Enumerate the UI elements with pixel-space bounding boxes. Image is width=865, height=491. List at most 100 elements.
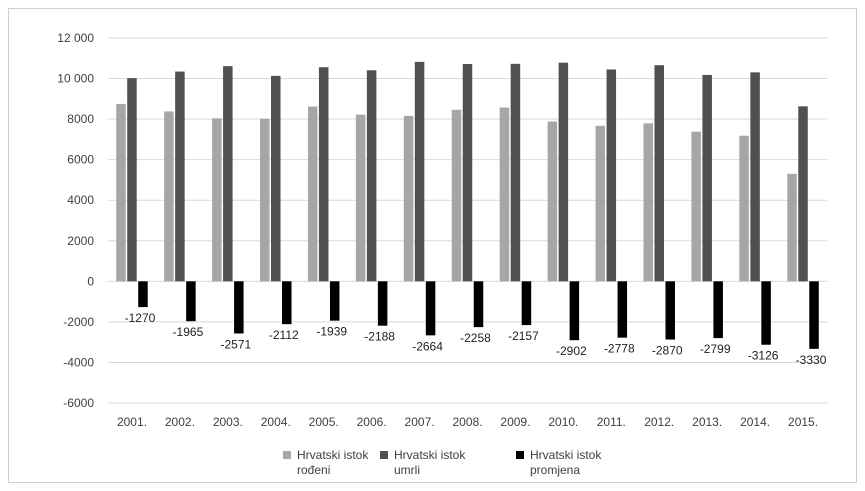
legend-label: rođeni xyxy=(297,463,330,477)
data-label: -3126 xyxy=(748,349,779,363)
x-tick-label: 2015. xyxy=(788,415,818,429)
bar xyxy=(750,72,760,282)
bar xyxy=(691,131,701,282)
bar xyxy=(260,118,270,282)
legend-label: umrli xyxy=(394,463,420,477)
bar xyxy=(787,173,797,282)
y-tick-label: 12 000 xyxy=(57,31,94,45)
y-tick-label: 0 xyxy=(87,274,94,288)
bar xyxy=(186,281,196,322)
bar xyxy=(606,69,617,282)
bar xyxy=(521,281,532,326)
data-label: -2188 xyxy=(364,330,395,344)
data-label: -1270 xyxy=(125,311,156,325)
bar xyxy=(654,65,664,282)
bar xyxy=(403,115,414,282)
bar xyxy=(318,67,329,282)
data-label: -2778 xyxy=(604,342,635,356)
bar xyxy=(702,74,712,282)
data-label: -2902 xyxy=(556,344,587,358)
legend-label: Hrvatski istok xyxy=(394,448,466,462)
data-labels: -1270 -1965 -2571 -2112 -1939 -2188 -2664 -2258… xyxy=(125,311,827,367)
x-tick-label: 2013. xyxy=(692,415,722,429)
bar xyxy=(761,281,771,345)
bar xyxy=(569,281,580,341)
bar xyxy=(175,71,185,282)
bar xyxy=(617,281,628,338)
bar xyxy=(473,281,484,328)
y-tick-label: 4000 xyxy=(67,193,94,207)
y-axis-ticks: 12 000 10 000 8000 6000 4000 2000 0 -2000 -4000 -… xyxy=(57,31,94,410)
bar xyxy=(223,66,233,282)
bar xyxy=(510,63,521,282)
data-label: -2571 xyxy=(220,337,251,351)
x-tick-label: 2004. xyxy=(261,415,291,429)
legend-swatch xyxy=(516,451,524,459)
legend-swatch xyxy=(380,451,388,459)
data-label: -2664 xyxy=(412,339,443,353)
bar xyxy=(462,63,473,282)
bar xyxy=(138,281,148,308)
bar xyxy=(355,114,366,282)
x-tick-label: 2006. xyxy=(357,415,387,429)
bar xyxy=(329,281,340,321)
x-tick-label: 2009. xyxy=(500,415,530,429)
data-label: -2799 xyxy=(700,342,731,356)
bar xyxy=(307,106,318,282)
bar xyxy=(643,123,653,282)
y-tick-label: 10 000 xyxy=(57,72,94,86)
bar xyxy=(425,281,436,336)
y-tick-label: 2000 xyxy=(67,234,94,248)
data-label: -3330 xyxy=(796,353,827,367)
x-tick-label: 2014. xyxy=(740,415,770,429)
bar xyxy=(212,118,222,282)
y-tick-label: -6000 xyxy=(63,396,94,410)
bar xyxy=(595,125,606,282)
x-tick-label: 2003. xyxy=(213,415,243,429)
x-axis-ticks: 2001. 2002. 2003. 2004. 2005. 2006. 2007. 2008.… xyxy=(117,415,818,429)
bar xyxy=(798,106,808,282)
data-label: -2870 xyxy=(652,344,683,358)
legend-label: promjena xyxy=(530,463,580,477)
bars xyxy=(116,61,819,349)
x-tick-label: 2001. xyxy=(117,415,147,429)
bar xyxy=(414,61,425,282)
data-label: -1965 xyxy=(173,325,204,339)
bar xyxy=(558,62,569,282)
x-tick-label: 2007. xyxy=(405,415,435,429)
bar xyxy=(366,70,377,282)
x-tick-label: 2002. xyxy=(165,415,195,429)
bar xyxy=(499,107,510,282)
data-label: -2112 xyxy=(269,328,299,342)
y-tick-label: 6000 xyxy=(67,153,94,167)
legend-swatch xyxy=(283,451,291,459)
y-tick-label: 8000 xyxy=(67,112,94,126)
x-tick-label: 2011. xyxy=(597,415,626,429)
x-tick-label: 2005. xyxy=(309,415,339,429)
data-label: -2258 xyxy=(460,331,491,345)
bar xyxy=(809,281,819,349)
bar xyxy=(282,281,292,325)
y-tick-label: -4000 xyxy=(63,355,94,369)
bar xyxy=(271,75,281,282)
data-label: -2157 xyxy=(508,329,539,343)
bar xyxy=(547,121,558,282)
bar xyxy=(234,281,244,334)
x-tick-label: 2012. xyxy=(644,415,674,429)
bar xyxy=(451,109,462,282)
bar xyxy=(739,135,749,282)
y-tick-label: -2000 xyxy=(63,315,94,329)
x-tick-label: 2008. xyxy=(452,415,482,429)
data-label: -1939 xyxy=(316,325,347,339)
bar xyxy=(164,111,174,282)
bar xyxy=(377,281,388,326)
bar xyxy=(665,281,675,340)
legend-label: Hrvatski istok xyxy=(530,448,602,462)
bar xyxy=(713,281,723,339)
bar xyxy=(127,78,137,282)
legend-label: Hrvatski istok xyxy=(297,448,369,462)
x-tick-label: 2010. xyxy=(548,415,578,429)
